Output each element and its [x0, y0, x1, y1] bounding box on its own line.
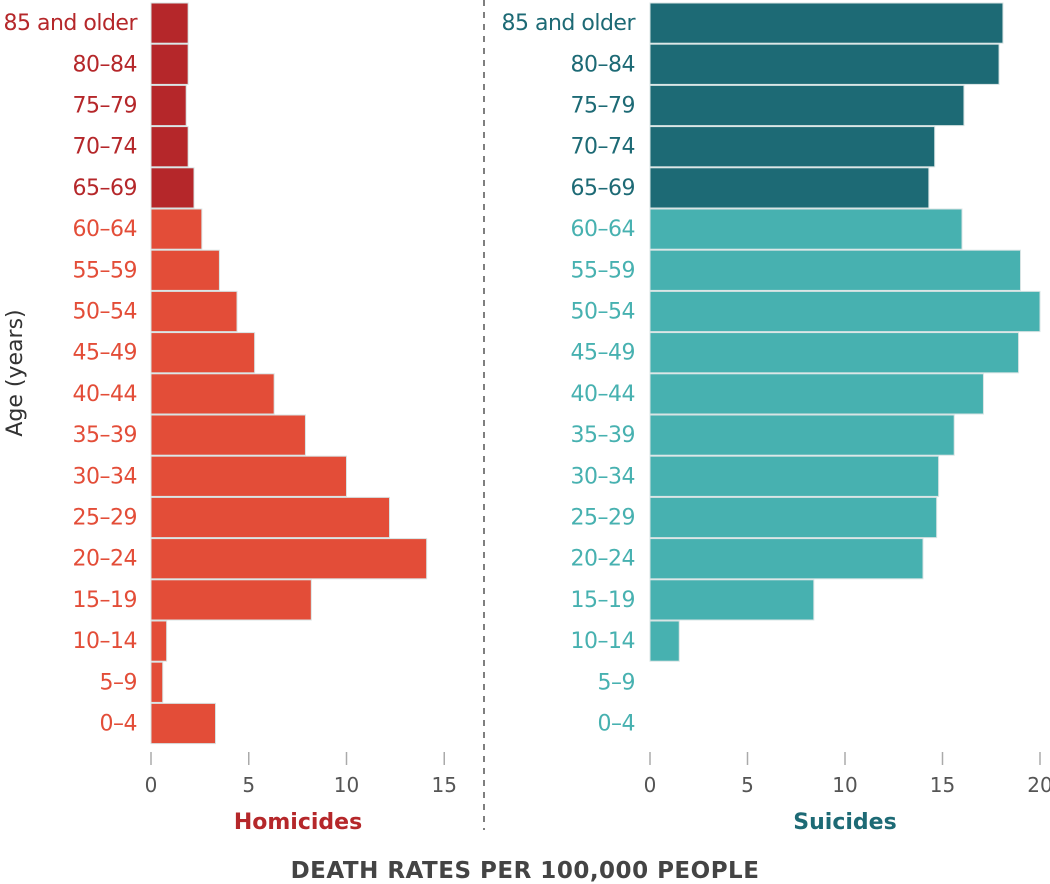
suicides-category-label: 20–24 [571, 547, 636, 572]
homicides-bar-8 [150, 332, 256, 374]
suicides-category-label: 10–14 [571, 629, 636, 654]
homicides-panel: 85 and older80–8475–7970–7465–6960–6455–… [4, 2, 457, 797]
suicides-axis-title: Suicides [793, 810, 896, 835]
homicides-bar-0 [150, 2, 189, 44]
suicides-category-label: 40–44 [571, 382, 636, 407]
homicides-tick-label: 0 [145, 773, 158, 797]
suicides-bar-12 [649, 496, 938, 539]
suicides-bar-2 [649, 84, 965, 127]
suicides-bar-10 [649, 414, 955, 456]
suicides-bar-15 [649, 620, 680, 662]
homicides-category-label: 0–4 [100, 712, 138, 737]
suicides-bar-9 [649, 373, 984, 415]
suicides-bar-4 [649, 167, 930, 209]
homicides-category-label: 35–39 [73, 423, 138, 448]
suicides-tick-label: 10 [832, 773, 857, 797]
suicides-bar-5 [649, 208, 963, 250]
homicides-category-label: 45–49 [73, 341, 138, 366]
homicides-tick-label: 10 [334, 773, 359, 797]
homicides-category-label: 80–84 [73, 52, 138, 77]
homicides-bar-5 [150, 208, 203, 250]
homicides-bar-15 [150, 620, 168, 662]
homicides-bar-2 [150, 84, 187, 127]
homicides-bar-10 [150, 414, 306, 456]
homicides-category-label: 20–24 [73, 547, 138, 572]
suicides-category-label: 50–54 [571, 300, 636, 325]
suicides-bar-13 [649, 538, 924, 580]
suicides-category-label: 75–79 [571, 94, 636, 119]
homicides-tick-label: 5 [242, 773, 255, 797]
homicides-category-label: 65–69 [73, 176, 138, 201]
suicides-category-label: 5–9 [598, 670, 636, 695]
suicides-category-label: 55–59 [571, 258, 636, 283]
shared-x-axis-title: DEATH RATES PER 100,000 PEOPLE [291, 858, 760, 884]
homicides-bar-12 [150, 496, 391, 539]
homicides-category-label: 5–9 [100, 670, 138, 695]
suicides-category-label: 70–74 [571, 135, 636, 160]
suicides-category-label: 80–84 [571, 52, 636, 77]
suicides-panel: 85 and older80–8475–7970–7465–6960–6455–… [502, 2, 1050, 797]
homicides-bar-9 [150, 373, 275, 415]
suicides-category-label: 85 and older [502, 11, 637, 36]
suicides-bar-3 [649, 126, 936, 168]
homicides-bar-11 [150, 455, 347, 497]
homicides-axis-title: Homicides [234, 810, 362, 835]
homicides-bar-17 [150, 702, 217, 745]
homicides-category-label: 50–54 [73, 300, 138, 325]
suicides-category-label: 25–29 [571, 506, 636, 531]
homicides-tick-label: 15 [432, 773, 457, 797]
suicides-tick-label: 5 [741, 773, 754, 797]
homicides-category-label: 10–14 [73, 629, 138, 654]
homicides-bar-7 [150, 290, 238, 333]
suicides-bar-14 [649, 579, 815, 621]
suicides-category-label: 0–4 [598, 712, 636, 737]
suicides-bar-8 [649, 332, 1020, 374]
homicides-category-label: 55–59 [73, 258, 138, 283]
suicides-tick-label: 15 [930, 773, 955, 797]
homicides-bar-13 [150, 538, 428, 580]
suicides-category-label: 15–19 [571, 588, 636, 613]
homicides-bar-16 [150, 661, 164, 703]
homicides-category-label: 40–44 [73, 382, 138, 407]
homicides-bar-14 [150, 579, 312, 621]
suicides-bar-7 [649, 290, 1041, 333]
homicides-bar-3 [150, 126, 189, 168]
homicides-category-label: 25–29 [73, 506, 138, 531]
suicides-bar-1 [649, 43, 1000, 85]
suicides-tick-label: 20 [1027, 773, 1050, 797]
homicides-category-label: 30–34 [73, 464, 138, 489]
homicides-category-label: 15–19 [73, 588, 138, 613]
homicides-bar-1 [150, 43, 189, 85]
suicides-category-label: 30–34 [571, 464, 636, 489]
suicides-category-label: 60–64 [571, 217, 636, 242]
homicides-category-label: 85 and older [4, 11, 139, 36]
homicides-category-label: 75–79 [73, 94, 138, 119]
homicides-category-label: 70–74 [73, 135, 138, 160]
suicides-bar-6 [649, 249, 1021, 291]
suicides-category-label: 45–49 [571, 341, 636, 366]
suicides-category-label: 65–69 [571, 176, 636, 201]
homicides-category-label: 60–64 [73, 217, 138, 242]
suicides-tick-label: 0 [644, 773, 657, 797]
y-axis-title: Age (years) [3, 309, 28, 436]
homicides-bar-6 [150, 249, 220, 291]
suicides-bar-0 [649, 2, 1004, 44]
homicides-bar-4 [150, 167, 195, 209]
suicides-bar-11 [649, 455, 940, 497]
suicides-category-label: 35–39 [571, 423, 636, 448]
